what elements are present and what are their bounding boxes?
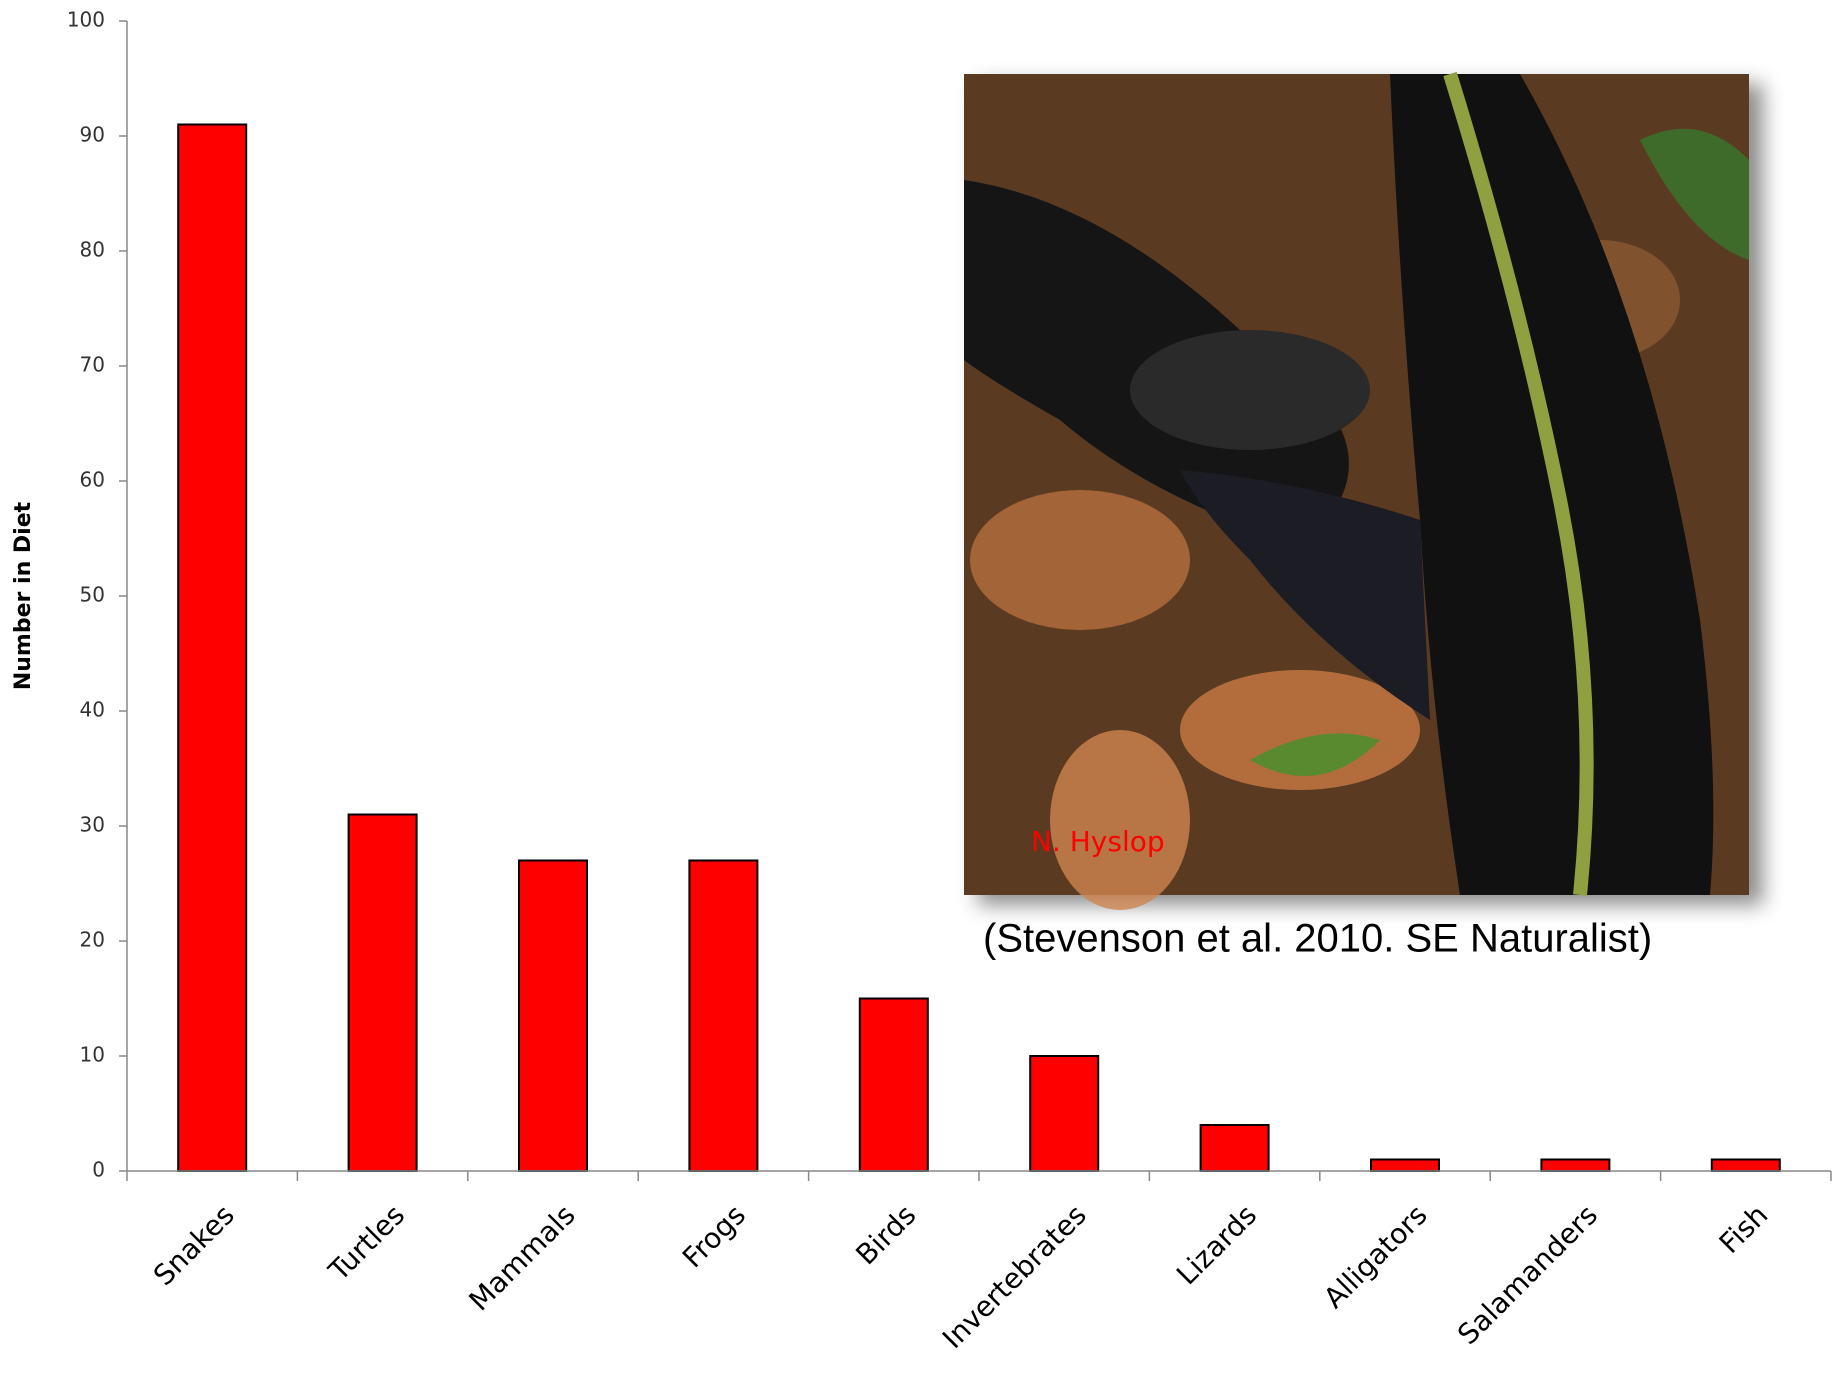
bar	[518, 859, 588, 1172]
y-tick-label: 0	[92, 1158, 105, 1182]
bar	[1710, 1158, 1781, 1172]
y-tick-label: 80	[80, 238, 105, 262]
x-tick-label: Salamanders	[1451, 1198, 1604, 1351]
bar	[1540, 1158, 1611, 1172]
x-tick-label: Lizards	[1170, 1198, 1263, 1291]
citation: (Stevenson et al. 2010. SE Naturalist)	[983, 917, 1652, 961]
y-tick-label: 20	[80, 928, 105, 952]
y-tick-label: 10	[80, 1043, 105, 1067]
x-tick-label: Turtles	[322, 1198, 412, 1288]
y-tick-label: 100	[67, 8, 105, 32]
bar	[1029, 1055, 1100, 1172]
bar	[347, 813, 418, 1172]
x-tick-label: Birds	[849, 1198, 922, 1271]
x-tick-label: Invertebrates	[936, 1198, 1093, 1355]
y-tick-label: 40	[80, 698, 105, 722]
photo: N. Hyslop	[964, 71, 1749, 910]
y-axis-label: Number in Diet	[11, 501, 36, 690]
y-tick-label: 30	[80, 813, 105, 837]
bar	[1199, 1124, 1270, 1172]
x-tick-label: Alligators	[1317, 1198, 1433, 1314]
y-tick-label: 60	[80, 468, 105, 492]
bar	[1370, 1158, 1440, 1172]
y-tick-label: 90	[80, 123, 105, 147]
bar	[177, 123, 248, 1172]
y-tick-label: 50	[80, 583, 105, 607]
bar	[858, 997, 929, 1172]
bar	[688, 859, 759, 1172]
x-tick-label: Fish	[1713, 1198, 1775, 1260]
x-tick-label: Snakes	[147, 1198, 241, 1292]
photo-credit: N. Hyslop	[1031, 825, 1165, 858]
x-tick-label: Mammals	[463, 1198, 582, 1317]
y-tick-label: 70	[80, 353, 105, 377]
x-tick-label: Frogs	[676, 1198, 752, 1274]
